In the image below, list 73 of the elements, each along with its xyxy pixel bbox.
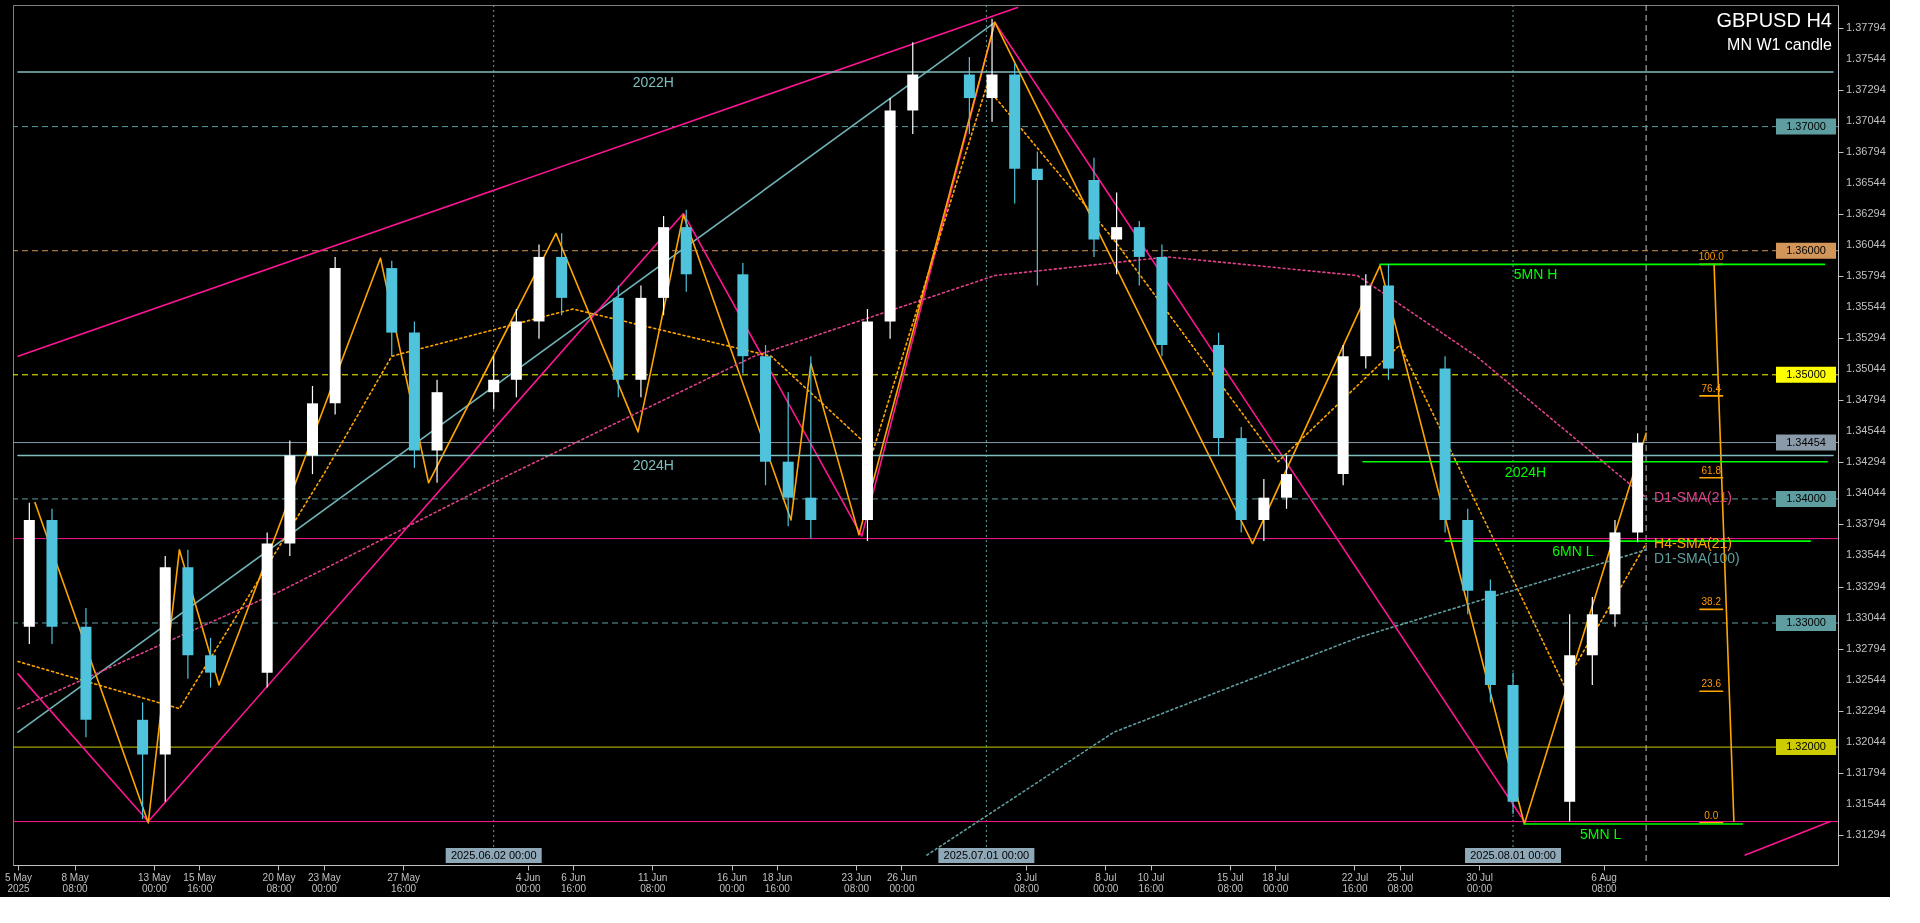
x-tick-label: 18 Jul 00:00 [1262,871,1290,894]
x-tick-label: 6 Aug 08:00 [1591,871,1618,894]
y-tick-label: 1.34794 [1846,393,1886,406]
y-tick-label: 1.33544 [1846,548,1886,561]
x-tick-label: 3 Jul 08:00 [1014,871,1040,894]
x-tick-label: 10 Jul 16:00 [1137,871,1165,894]
y-tick-label: 1.32294 [1846,703,1886,716]
y-tick-label: 1.35044 [1846,362,1886,375]
x-tick-label: 23 May 00:00 [307,871,341,894]
annotation: 61.8 [1701,464,1722,476]
y-tick-label: 1.33294 [1846,579,1886,592]
series-label: 2022H [632,74,674,91]
y-tick-label: 1.34044 [1846,486,1886,499]
ref-line-label: 2025.06.02 00:00 [450,849,537,861]
x-tick-label: 13 May 00:00 [138,871,171,894]
ref-line-label: 2025.08.01 00:00 [1470,849,1556,861]
text: MN W1 candle [1727,36,1833,53]
y-tick-label: 1.37044 [1846,114,1886,127]
x-tick-label: 8 Jul 00:00 [1093,871,1119,894]
x-tick-label: 8 May 08:00 [61,871,89,894]
y-tick-label: 1.37294 [1846,83,1886,96]
y-tick-label: 1.33794 [1846,517,1886,530]
ref-line-label: 1.34454 [1786,435,1826,448]
ref-line-label: 1.35000 [1786,367,1826,380]
x-tick-label: 23 Jun 08:00 [841,871,872,894]
x-tick-label: 27 May 16:00 [387,871,420,894]
y-tick-label: 1.35794 [1846,269,1886,282]
ref-line-label: 1.33000 [1786,616,1826,629]
y-tick-label: 1.32044 [1846,734,1886,747]
series-label: 5MN H [1513,266,1558,283]
y-tick-label: 1.36794 [1846,145,1886,158]
x-tick-label: 11 Jun 08:00 [638,871,668,894]
y-tick-label: 1.34294 [1846,455,1886,468]
ref-line-label: 1.36000 [1786,243,1826,256]
annotation: 23.6 [1701,678,1722,690]
y-tick-label: 1.36544 [1846,176,1886,189]
series-label: 2024H [1504,463,1547,480]
y-tick-label: 1.31544 [1846,796,1886,809]
x-tick-label: 5 May 2025 [4,871,33,894]
y-tick-label: 1.33044 [1846,610,1886,623]
x-tick-label: 30 Jul 00:00 [1466,871,1493,894]
series-label: 5MN L [1580,826,1622,843]
y-tick-label: 1.37794 [1846,21,1886,34]
x-tick-label: 6 Jun 16:00 [560,871,587,894]
x-tick-label: 22 Jul 16:00 [1341,871,1369,894]
ref-line-label: 1.37000 [1786,119,1826,132]
y-tick-label: 1.35544 [1846,300,1886,313]
ref-line-label: 1.34000 [1786,491,1826,504]
ref-line-label: 2025.07.01 00:00 [943,849,1030,861]
annotation: 38.2 [1701,596,1722,608]
series-label: 6MN L [1552,543,1594,560]
y-tick-label: 1.36044 [1846,238,1886,251]
x-tick-label: 16 Jun 00:00 [717,871,748,894]
x-tick-label: 18 Jun 16:00 [762,871,793,894]
x-tick-label: 4 Jun 00:00 [515,871,542,894]
chart-title: GBPUSD H4 [1716,9,1832,31]
x-tick-label: 15 May 16:00 [183,871,217,894]
ref-line-label: 1.32000 [1786,740,1826,753]
y-tick-label: 1.34544 [1846,424,1886,437]
annotation: 100.0 [1698,251,1725,263]
y-tick-label: 1.37544 [1846,52,1886,65]
x-tick-label: 25 Jul 08:00 [1386,871,1414,894]
y-tick-label: 1.31794 [1846,765,1886,778]
annotation: 0.0 [1704,809,1719,821]
y-tick-label: 1.32544 [1846,672,1886,685]
x-tick-label: 26 Jun 00:00 [886,871,917,894]
x-tick-label: 15 Jul 08:00 [1217,871,1244,894]
y-tick-label: 1.35294 [1846,331,1886,344]
x-tick-label: 20 May 08:00 [262,871,296,894]
y-tick-label: 1.31294 [1846,827,1886,840]
y-tick-label: 1.36294 [1846,207,1886,220]
series-label: 2024H [632,457,674,474]
y-tick-label: 1.32794 [1846,641,1886,654]
